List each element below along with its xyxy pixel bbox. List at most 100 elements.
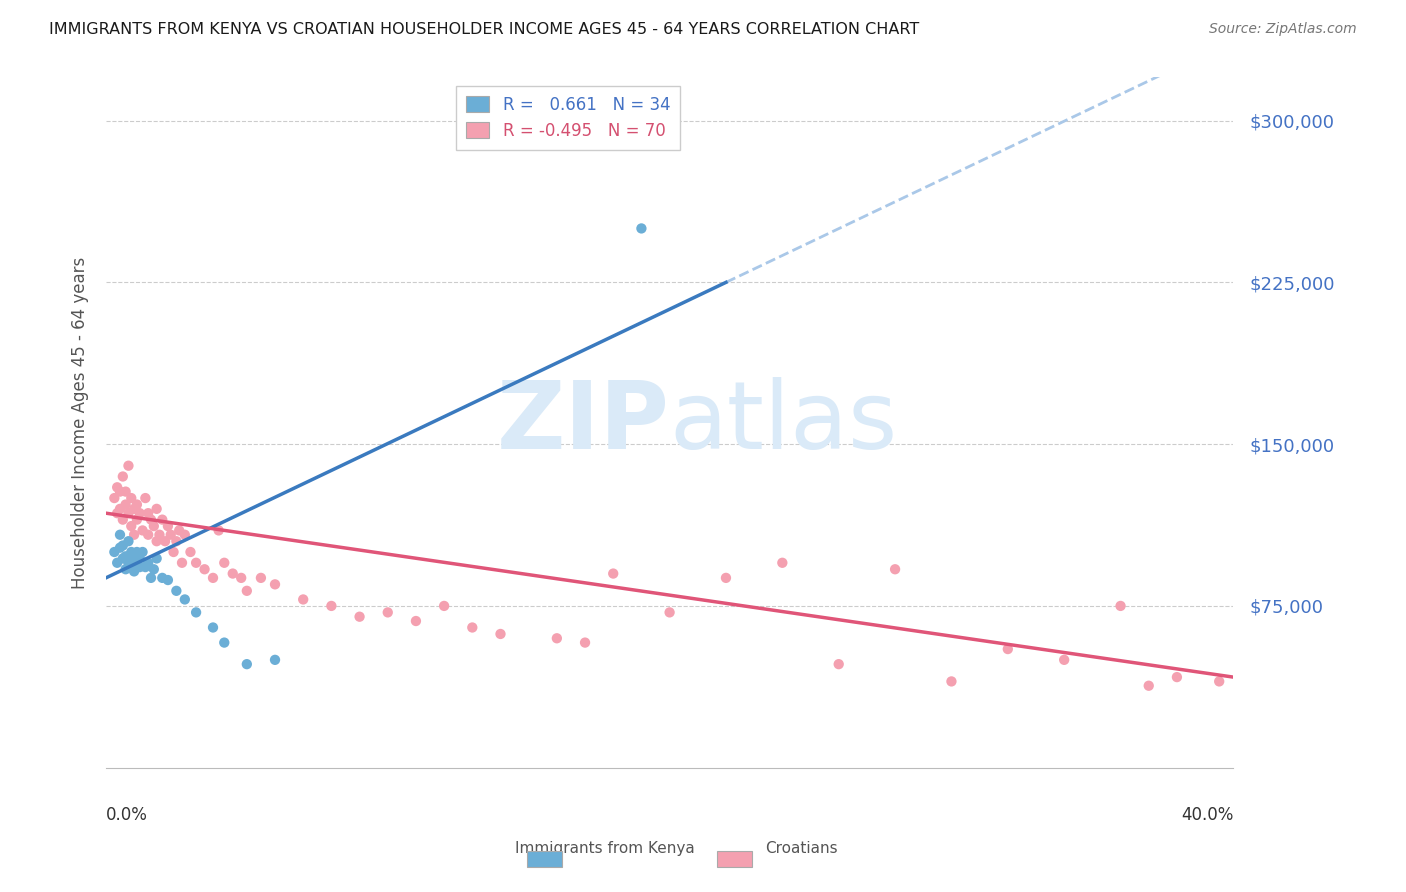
Text: ZIP: ZIP: [496, 376, 669, 468]
Point: [1208, 674, 1230, 689]
Point: [150, 571, 173, 585]
Point: [1166, 670, 1188, 684]
Point: [236, 583, 259, 598]
Point: [173, 527, 195, 541]
Point: [105, 480, 128, 494]
Point: [136, 556, 159, 570]
Point: [658, 606, 681, 620]
Point: [108, 484, 131, 499]
Point: [433, 599, 456, 613]
Point: [167, 524, 190, 538]
Point: [184, 606, 207, 620]
Point: [630, 221, 652, 235]
Point: [136, 527, 159, 541]
Text: Croatians: Croatians: [765, 841, 838, 856]
Point: [208, 524, 231, 538]
Point: [103, 545, 125, 559]
Point: [236, 657, 259, 672]
Point: [1109, 599, 1132, 613]
Point: [153, 534, 176, 549]
Point: [108, 527, 131, 541]
Point: [156, 519, 179, 533]
Point: [103, 491, 125, 505]
Point: [128, 560, 150, 574]
Point: [602, 566, 624, 581]
Point: [134, 491, 156, 505]
Point: [162, 545, 184, 559]
Point: [120, 545, 142, 559]
Point: [321, 599, 343, 613]
Text: atlas: atlas: [669, 376, 898, 468]
Point: [111, 551, 134, 566]
Point: [828, 657, 851, 672]
Point: [156, 573, 179, 587]
Point: [461, 620, 484, 634]
Point: [574, 635, 596, 649]
Point: [117, 506, 139, 520]
Point: [131, 545, 153, 559]
Point: [105, 506, 128, 520]
Point: [145, 501, 167, 516]
Point: [142, 562, 165, 576]
Text: Source: ZipAtlas.com: Source: ZipAtlas.com: [1209, 22, 1357, 37]
Point: [117, 534, 139, 549]
Point: [148, 527, 170, 541]
Point: [134, 560, 156, 574]
Point: [201, 620, 224, 634]
Point: [770, 556, 793, 570]
Point: [111, 539, 134, 553]
Point: [1137, 679, 1160, 693]
Point: [108, 501, 131, 516]
Point: [884, 562, 907, 576]
Point: [105, 556, 128, 570]
Point: [117, 556, 139, 570]
Point: [125, 556, 148, 570]
Point: [250, 571, 273, 585]
Point: [136, 506, 159, 520]
Point: [546, 632, 568, 646]
Point: [131, 524, 153, 538]
Point: [349, 609, 371, 624]
Point: [122, 565, 145, 579]
Point: [139, 571, 162, 585]
Point: [170, 556, 193, 570]
Text: 40.0%: 40.0%: [1181, 805, 1233, 823]
Point: [377, 606, 399, 620]
Point: [997, 642, 1019, 657]
Point: [122, 551, 145, 566]
Point: [111, 469, 134, 483]
Point: [114, 549, 136, 564]
Point: [125, 545, 148, 559]
Point: [142, 519, 165, 533]
Point: [117, 458, 139, 473]
Point: [292, 592, 315, 607]
Point: [714, 571, 737, 585]
Point: [125, 498, 148, 512]
Point: [122, 501, 145, 516]
Point: [184, 556, 207, 570]
Point: [145, 551, 167, 566]
Point: [941, 674, 963, 689]
Point: [114, 484, 136, 499]
Text: 0.0%: 0.0%: [105, 805, 148, 823]
Point: [122, 527, 145, 541]
Text: IMMIGRANTS FROM KENYA VS CROATIAN HOUSEHOLDER INCOME AGES 45 - 64 YEARS CORRELAT: IMMIGRANTS FROM KENYA VS CROATIAN HOUSEH…: [49, 22, 920, 37]
Point: [264, 653, 287, 667]
Point: [214, 556, 236, 570]
Point: [120, 519, 142, 533]
Point: [114, 498, 136, 512]
Point: [1053, 653, 1076, 667]
Point: [214, 635, 236, 649]
Point: [139, 513, 162, 527]
Point: [128, 551, 150, 566]
Point: [159, 527, 181, 541]
Text: Immigrants from Kenya: Immigrants from Kenya: [515, 841, 695, 856]
Point: [150, 513, 173, 527]
Point: [120, 560, 142, 574]
Legend: R =   0.661   N = 34, R = -0.495   N = 70: R = 0.661 N = 34, R = -0.495 N = 70: [456, 86, 681, 150]
Point: [405, 614, 427, 628]
Point: [173, 592, 195, 607]
Point: [489, 627, 512, 641]
Point: [125, 513, 148, 527]
Point: [145, 534, 167, 549]
